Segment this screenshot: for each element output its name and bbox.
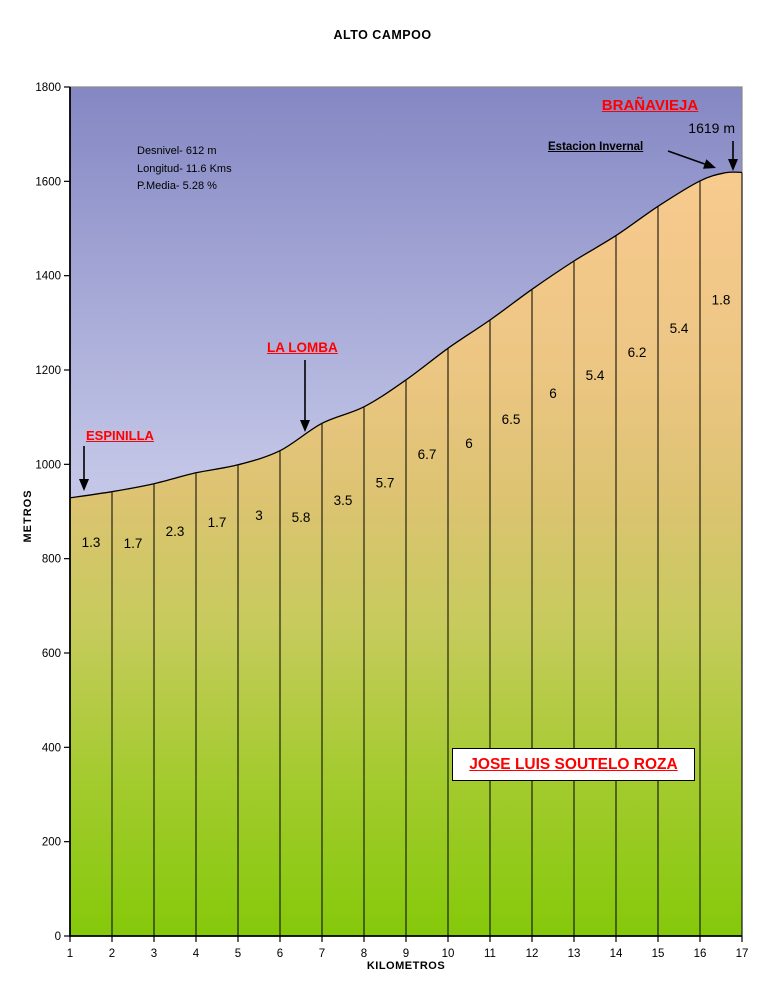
y-axis-title: METROS (22, 489, 34, 543)
y-tick-label: 200 (42, 837, 61, 849)
y-tick-label: 400 (42, 742, 61, 754)
y-tick-label: 1600 (35, 176, 61, 188)
estacion-invernal-label: Estacion Invernal (548, 141, 644, 153)
chart-title: ALTO CAMPOO (333, 28, 432, 42)
y-tick-label: 1000 (35, 459, 61, 471)
x-tick-label: 11 (484, 948, 496, 960)
estacion-arrow-head (703, 159, 716, 169)
climb-stats: Desnivel- 612 m Longitud- 11.6 Kms P.Med… (137, 143, 232, 196)
y-tick-label: 600 (42, 648, 61, 660)
y-tick-label: 1200 (35, 365, 61, 377)
x-tick-label: 12 (526, 948, 539, 960)
segment-gradient-label: 1.8 (712, 292, 731, 307)
x-tick-label: 6 (277, 948, 283, 960)
landmark-label-branavieja: BRAÑAVIEJA (601, 97, 699, 114)
author-name: JOSE LUIS SOUTELO ROZA (469, 755, 678, 773)
summit-altitude-label: 1619 m (688, 120, 735, 136)
segment-gradient-label: 3.5 (334, 493, 353, 508)
segment-gradient-label: 5.8 (292, 510, 311, 525)
x-tick-label: 14 (610, 948, 623, 960)
x-tick-label: 9 (403, 948, 409, 960)
segment-gradient-label: 6 (465, 436, 473, 451)
segment-gradient-label: 6 (549, 386, 557, 401)
x-tick-label: 17 (736, 948, 749, 960)
x-tick-label: 10 (442, 948, 455, 960)
segment-gradient-label: 5.7 (376, 475, 395, 490)
segment-gradient-label: 2.3 (166, 524, 185, 539)
x-tick-label: 3 (151, 948, 157, 960)
profile-line (69, 171, 743, 499)
segment-gradient-label: 1.7 (208, 515, 227, 530)
y-tick-label: 1800 (35, 82, 61, 94)
estacion-arrow-shaft (667, 150, 705, 165)
x-tick-label: 13 (568, 948, 581, 960)
la-lomba-arrow-head (300, 420, 310, 432)
stat-longitud: Longitud- 11.6 Kms (137, 162, 232, 175)
stat-desnivel: Desnivel- 612 m (137, 145, 217, 157)
espinilla-arrow-head (79, 479, 89, 491)
segment-gradient-label: 6.7 (418, 447, 437, 462)
segment-gradient-label: 1.3 (82, 535, 101, 550)
segment-gradient-label: 1.7 (124, 536, 143, 551)
x-axis-title: KILOMETROS (366, 960, 446, 972)
segment-gradient-label: 5.4 (670, 321, 689, 336)
x-tick-label: 15 (652, 948, 665, 960)
x-tick-label: 1 (67, 948, 73, 960)
x-tick-label: 4 (193, 948, 200, 960)
x-tick-label: 2 (109, 948, 115, 960)
landmark-label-la-lomba: LA LOMBA (267, 340, 338, 355)
segment-gradient-label: 6.5 (502, 412, 521, 427)
stat-pmedia: P.Media- 5.28 % (137, 180, 217, 192)
author-box: JOSE LUIS SOUTELO ROZA (452, 748, 695, 781)
y-tick-label: 800 (42, 554, 61, 566)
y-tick-label: 0 (55, 931, 61, 943)
y-tick-label: 1400 (35, 271, 61, 283)
x-tick-label: 5 (235, 948, 241, 960)
landmark-label-espinilla: ESPINILLA (86, 428, 154, 443)
summit-arrow-head (728, 159, 738, 171)
x-tick-label: 8 (361, 948, 367, 960)
segment-gradient-label: 5.4 (586, 368, 605, 383)
x-tick-label: 7 (319, 948, 325, 960)
segment-gradient-label: 6.2 (628, 345, 647, 360)
x-tick-label: 16 (694, 948, 707, 960)
segment-gradient-label: 3 (255, 508, 263, 523)
